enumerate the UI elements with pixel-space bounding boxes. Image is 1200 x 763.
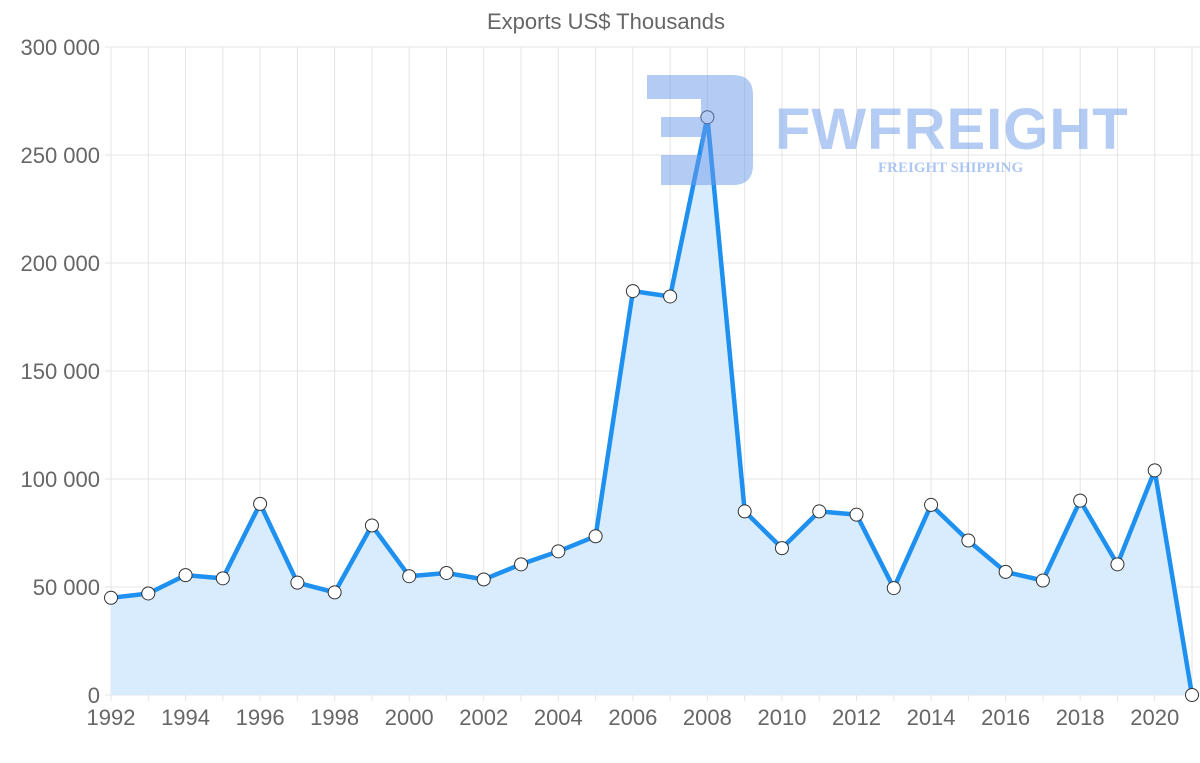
- data-point: [514, 557, 529, 572]
- data-point: [215, 571, 230, 586]
- data-point: [327, 585, 342, 600]
- area: [104, 110, 1199, 702]
- data-point: [774, 541, 789, 556]
- data-point: [178, 568, 193, 583]
- data-point: [700, 110, 715, 125]
- data-point: [1147, 463, 1162, 478]
- x-tick-label: 2006: [608, 705, 657, 730]
- x-tick-label: 1996: [236, 705, 285, 730]
- data-point: [253, 496, 268, 511]
- x-tick-label: 2000: [385, 705, 434, 730]
- data-point: [1110, 557, 1125, 572]
- y-tick-label: 150 000: [20, 359, 100, 384]
- axes: 0 50 000 100 000 150 000 200 000 250 000 300 0…: [20, 35, 1179, 730]
- x-tick-label: 1992: [87, 705, 136, 730]
- x-tick-label: 2020: [1130, 705, 1179, 730]
- data-point: [737, 504, 752, 519]
- data-point: [551, 544, 566, 559]
- x-tick-label: 2004: [534, 705, 583, 730]
- data-point: [104, 590, 118, 605]
- data-point: [812, 504, 827, 519]
- data-point: [1073, 493, 1088, 508]
- y-tick-label: 0: [88, 683, 100, 708]
- data-point: [402, 569, 417, 584]
- x-tick-label: 2002: [459, 705, 508, 730]
- data-point: [476, 572, 491, 587]
- data-point: [1035, 573, 1050, 588]
- data-point: [924, 497, 939, 512]
- data-point: [625, 284, 640, 299]
- data-point: [998, 564, 1013, 579]
- x-tick-label: 2010: [757, 705, 806, 730]
- x-tick-label: 2008: [683, 705, 732, 730]
- x-tick-label: 1994: [161, 705, 210, 730]
- x-tick-label: 2012: [832, 705, 881, 730]
- x-tick-label: 2016: [981, 705, 1030, 730]
- y-tick-label: 300 000: [20, 35, 100, 60]
- x-tick-label: 2014: [907, 705, 956, 730]
- series-area-fill: [111, 117, 1192, 695]
- data-point: [290, 575, 305, 590]
- data-point: [439, 565, 454, 580]
- data-point: [663, 289, 678, 304]
- data-point: [849, 507, 864, 522]
- chart-title: Exports US$ Thousands: [487, 9, 725, 34]
- data-point: [141, 586, 156, 601]
- y-tick-label: 100 000: [20, 467, 100, 492]
- data-point: [1185, 688, 1199, 702]
- data-point: [588, 529, 603, 544]
- data-point: [364, 518, 379, 533]
- data-point: [886, 581, 901, 596]
- y-tick-label: 200 000: [20, 251, 100, 276]
- x-tick-label: 1998: [310, 705, 359, 730]
- x-tick-label: 2018: [1056, 705, 1105, 730]
- data-point: [961, 533, 976, 548]
- y-tick-label: 250 000: [20, 143, 100, 168]
- y-tick-label: 50 000: [33, 575, 100, 600]
